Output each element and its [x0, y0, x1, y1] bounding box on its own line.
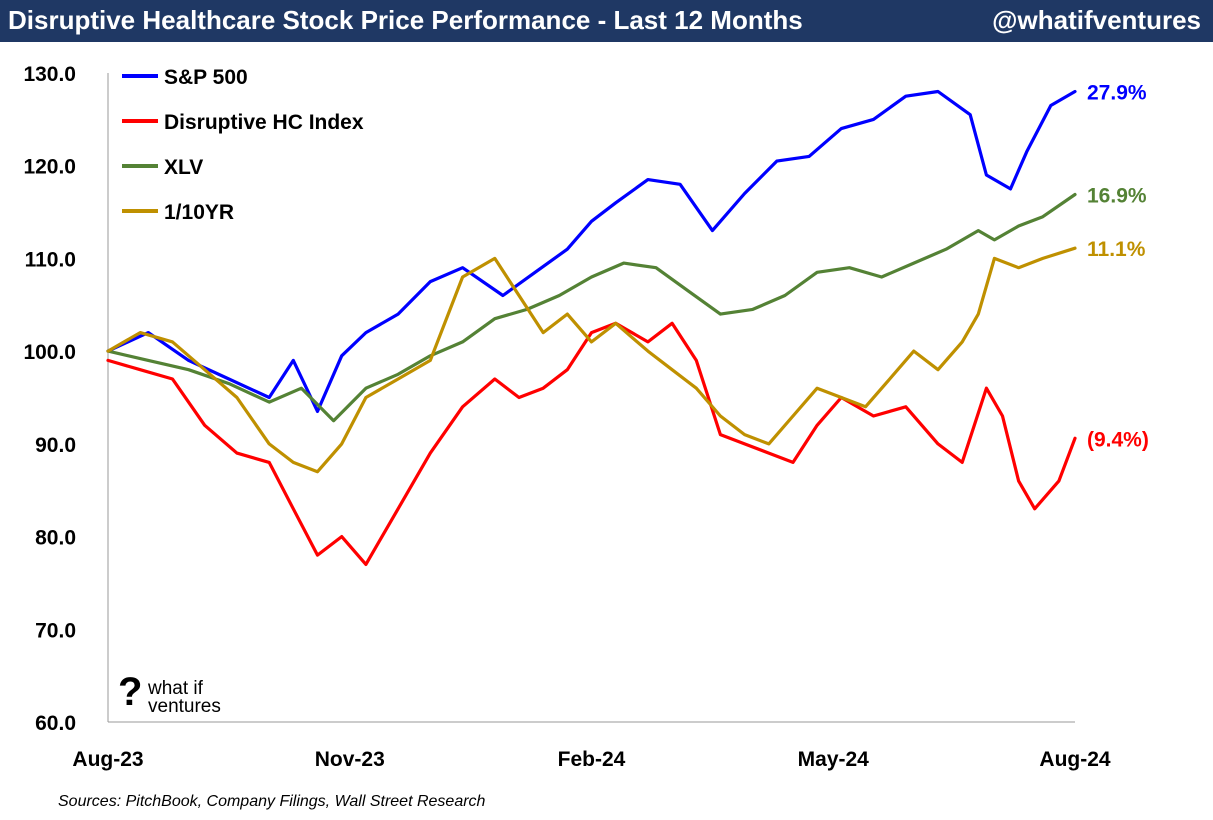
series-lines	[106, 89, 1077, 567]
logo-line-2: ventures	[148, 696, 221, 717]
source-note: Sources: PitchBook, Company Filings, Wal…	[58, 793, 486, 810]
series-line	[106, 192, 1077, 423]
whatif-ventures-logo: ? what if ventures	[118, 670, 258, 718]
series-end-label: 11.1%	[1087, 238, 1146, 261]
series-end-label: 27.9%	[1087, 82, 1147, 105]
y-tick-label: 70.0	[35, 619, 76, 642]
chart-title: Disruptive Healthcare Stock Price Perfor…	[8, 5, 803, 35]
legend-label: S&P 500	[164, 66, 248, 89]
series-end-label: (9.4%)	[1087, 428, 1149, 451]
x-tick-label: Nov-23	[315, 748, 385, 771]
title-bar: Disruptive Healthcare Stock Price Perfor…	[0, 0, 1213, 42]
axes: 60.0 70.0 80.0 90.0 100.0 110.0 120.0 130.0 Aug-…	[23, 63, 1110, 771]
x-tick-label: Aug-23	[72, 748, 143, 771]
y-tick-label: 80.0	[35, 527, 76, 550]
y-tick-label: 90.0	[35, 434, 76, 457]
social-handle: @whatifventures	[992, 5, 1201, 35]
x-tick-label: Aug-24	[1039, 748, 1110, 771]
legend-label: 1/10YR	[164, 201, 234, 224]
series-end-label: 16.9%	[1087, 184, 1147, 207]
y-tick-label: 60.0	[35, 712, 76, 735]
x-tick-label: Feb-24	[558, 748, 626, 771]
y-tick-label: 120.0	[23, 156, 76, 179]
y-tick-label: 130.0	[23, 63, 76, 86]
series-line	[106, 89, 1077, 413]
end-labels: 27.9% (9.4%) 16.9% 11.1%	[1087, 82, 1149, 452]
y-tick-label: 110.0	[25, 248, 76, 271]
x-tick-label: May-24	[798, 748, 870, 771]
legend-label: XLV	[164, 156, 203, 179]
legend-label: Disruptive HC Index	[164, 111, 364, 134]
series-line	[106, 246, 1077, 474]
y-tick-label: 100.0	[23, 341, 76, 364]
logo-line-1: what if	[148, 678, 203, 699]
series-line	[106, 321, 1077, 567]
legend: S&P 500 Disruptive HC Index XLV 1/10YR	[122, 66, 364, 224]
question-mark-icon: ?	[118, 670, 143, 714]
